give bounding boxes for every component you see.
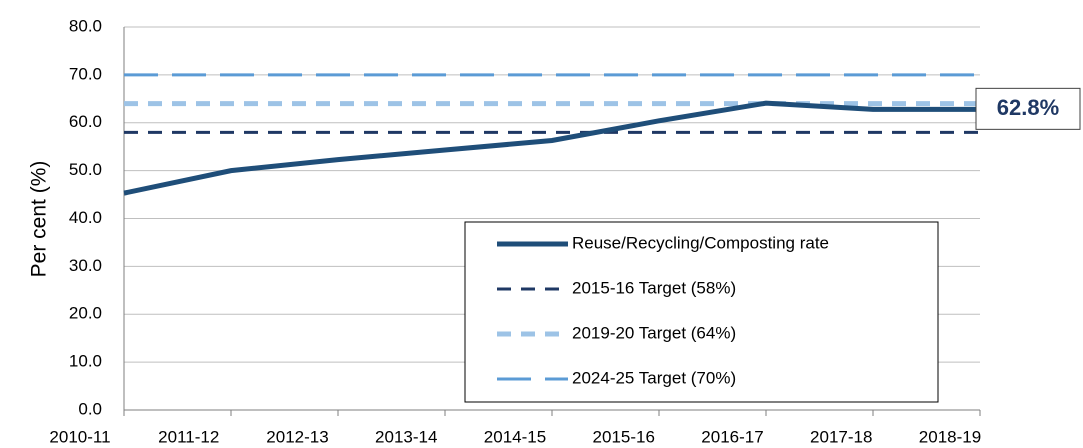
x-tick-label: 2014-15 xyxy=(484,427,546,446)
y-tick-label: 10.0 xyxy=(69,352,102,371)
x-tick-label: 2016-17 xyxy=(701,427,763,446)
series-line xyxy=(123,100,980,196)
legend-box xyxy=(464,221,939,403)
legend: Reuse/Recycling/Composting rate 2015-16 T… xyxy=(464,221,939,403)
y-tick-label: 20.0 xyxy=(69,304,102,323)
x-tick-label: 2010-11 xyxy=(49,427,110,446)
y-tick-label: 30.0 xyxy=(69,256,102,275)
legend-label: 2024-25 Target (70%) xyxy=(572,368,736,387)
legend-label: 2015-16 Target (58%) xyxy=(572,278,736,297)
x-tick-label: 2013-14 xyxy=(375,427,437,446)
x-tick-label: 2015-16 xyxy=(593,427,655,446)
y-tick-label: 60.0 xyxy=(69,112,102,131)
x-tick-label: 2012-13 xyxy=(266,427,328,446)
x-tick-label: 2011-12 xyxy=(158,427,219,446)
y-axis-label: Per cent (%) xyxy=(28,161,51,278)
x-tick-label: 2017-18 xyxy=(810,427,872,446)
data-label-box xyxy=(975,87,1081,130)
y-tick-label: 40.0 xyxy=(69,208,102,227)
data-label-text: 62.8% xyxy=(997,95,1059,120)
y-tick-label: 50.0 xyxy=(69,160,102,179)
legend-label: Reuse/Recycling/Composting rate xyxy=(572,233,829,252)
y-tick-label: 0.0 xyxy=(78,399,102,418)
legend-label: 2019-20 Target (64%) xyxy=(572,323,736,342)
y-tick-label: 80.0 xyxy=(69,16,102,35)
x-tick-label: 2018-19 xyxy=(919,427,981,446)
data-label: 62.8% xyxy=(975,87,1081,130)
y-tick-label: 70.0 xyxy=(69,64,102,83)
